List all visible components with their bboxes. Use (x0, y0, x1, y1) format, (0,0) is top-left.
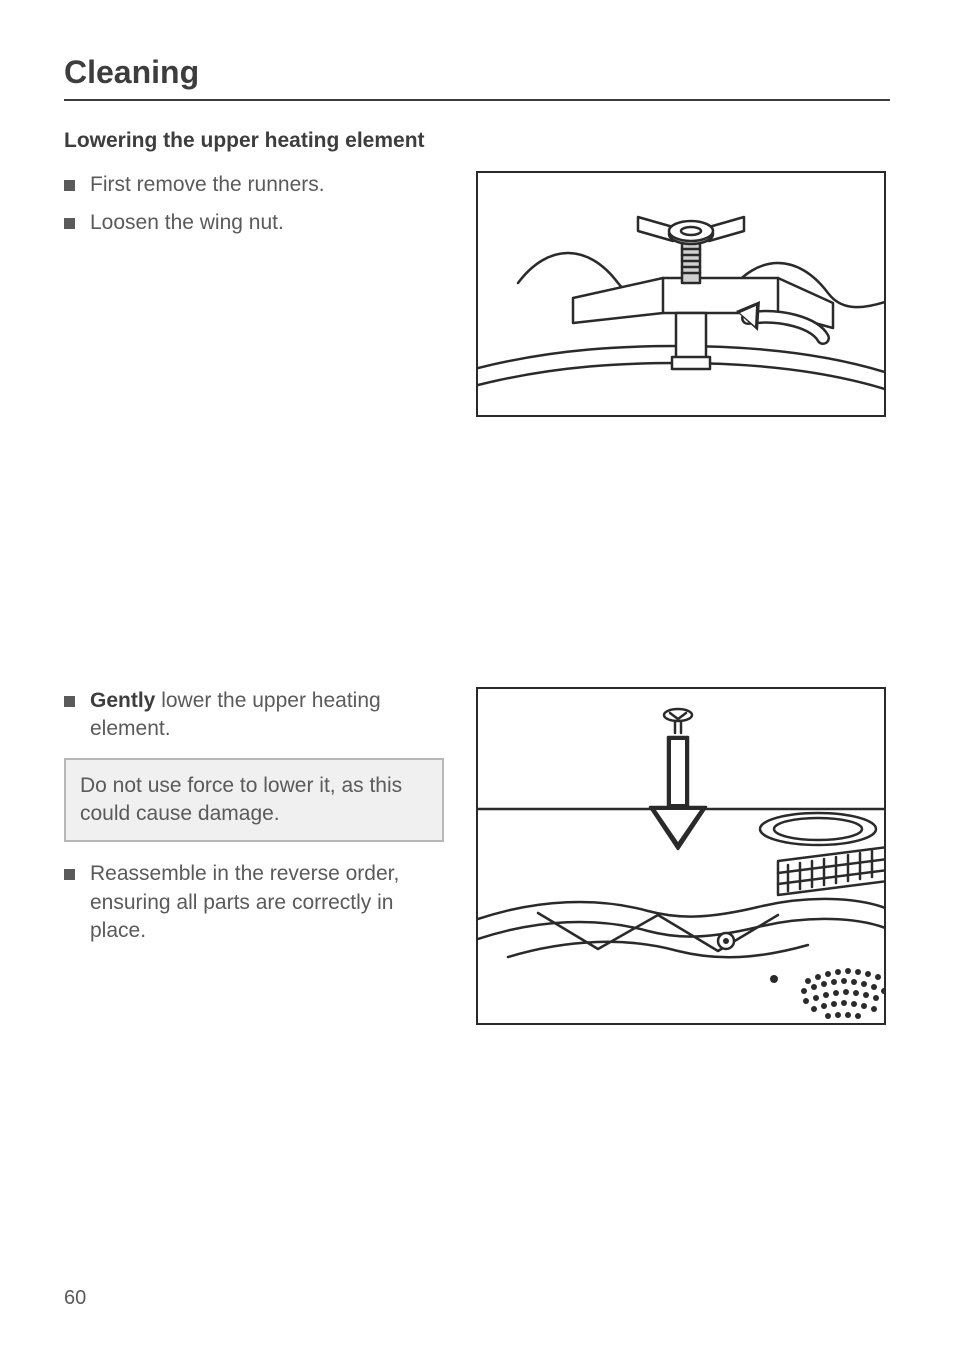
figure-wingnut (476, 171, 886, 417)
subheading: Lowering the upper heating element (64, 129, 890, 153)
manual-page: Cleaning Lowering the upper heating elem… (0, 0, 954, 1352)
col-left-top: First remove the runners. Loosen the win… (64, 171, 444, 248)
col-right-top (476, 171, 890, 417)
section-title: Cleaning (64, 54, 890, 101)
warning-box: Do not use force to lower it, as this co… (64, 758, 444, 843)
bold-gently: Gently (90, 689, 155, 712)
bullet-remove-runners: First remove the runners. (64, 171, 444, 199)
row-bottom: Gently lower the upper heating element. … (64, 687, 890, 1025)
page-number: 60 (64, 1287, 86, 1310)
figure-lower-element (476, 687, 886, 1025)
col-right-bottom (476, 687, 890, 1025)
row-top: First remove the runners. Loosen the win… (64, 171, 890, 417)
bullet-reassemble: Reassemble in the reverse order, ensurin… (64, 860, 444, 945)
wingnut-drawing-icon (478, 173, 886, 417)
bullet-loosen-wingnut: Loosen the wing nut. (64, 209, 444, 237)
bullets-lower: Gently lower the upper heating element. (64, 687, 444, 744)
spacer (64, 417, 890, 687)
col-left-bottom: Gently lower the upper heating element. … (64, 687, 444, 955)
lower-element-drawing-icon (478, 689, 886, 1025)
bullet-gently-lower: Gently lower the upper heating element. (64, 687, 444, 744)
bullets-reassemble: Reassemble in the reverse order, ensurin… (64, 860, 444, 945)
bullets-top: First remove the runners. Loosen the win… (64, 171, 444, 238)
